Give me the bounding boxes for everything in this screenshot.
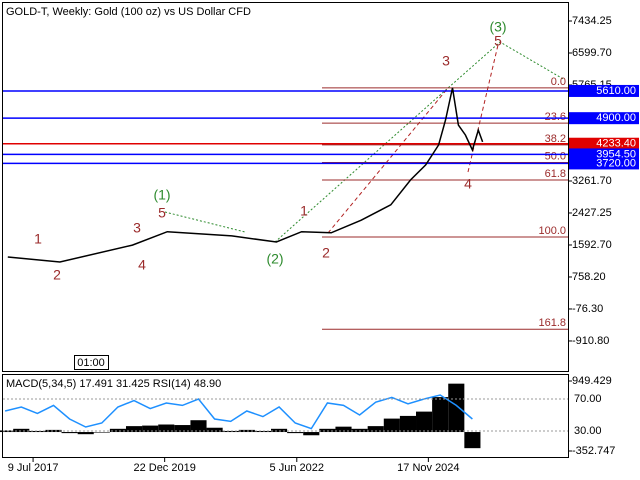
- level-tag: [569, 137, 639, 150]
- fib-label: 100.0: [538, 225, 566, 237]
- y-tick-label: 2427.25: [572, 207, 612, 219]
- macd-bar: [222, 430, 239, 433]
- y-tick-label: 70.00: [574, 393, 602, 405]
- y2-tick-label: -352.747: [572, 445, 615, 457]
- fib-label: 50.0: [545, 150, 566, 162]
- level-label: 4233.40: [596, 138, 636, 150]
- macd-bar: [29, 430, 46, 433]
- wave-label: (2): [266, 251, 283, 267]
- x-tick-label: 9 Jul 2017: [8, 462, 59, 474]
- macd-bar: [45, 429, 62, 433]
- macd-bar: [399, 415, 417, 433]
- chart-title: GOLD-T, Weekly: Gold (100 oz) vs US Doll…: [6, 6, 251, 18]
- fib-label: 161.8: [538, 317, 566, 329]
- wave-label: 2: [53, 267, 61, 283]
- plot-layer: 0.0 23.6 38.2 50.0 61.8 100.0 161.8: [0, 76, 568, 449]
- wave-label: 5: [158, 205, 166, 221]
- y-tick-label: 30.00: [574, 425, 602, 437]
- macd-bar: [142, 425, 159, 433]
- y-tick-label: 1592.70: [572, 239, 612, 251]
- macd-bar: [367, 426, 384, 433]
- macd-bar: [432, 397, 449, 433]
- wave-label: 1: [300, 203, 308, 219]
- macd-bar: [416, 411, 433, 433]
- fib-label: 0.0: [551, 76, 566, 88]
- y-tick-label: -76.30: [572, 303, 603, 315]
- sub-title: MACD(5,34,5) 17.491 31.425 RSI(14) 48.90: [6, 378, 221, 390]
- macd-bar: [61, 432, 78, 434]
- rsi-line: [4, 394, 473, 430]
- macd-bar: [93, 432, 110, 433]
- macd-bar: [383, 418, 400, 433]
- macd-bar: [238, 429, 255, 433]
- macd-bar: [287, 432, 304, 434]
- time-label: 01:00: [77, 357, 105, 369]
- macd-bar: [448, 383, 465, 433]
- time-box: [74, 355, 109, 370]
- fib-label: 38.2: [545, 133, 566, 145]
- macd-bar: [77, 432, 94, 435]
- sub-frame: [2, 374, 569, 458]
- macd-bar: [13, 428, 30, 433]
- wave-line: [467, 44, 499, 173]
- wave-line: [327, 87, 449, 234]
- y-tick-label: 7434.25: [572, 15, 612, 27]
- wave-label: (3): [489, 19, 506, 35]
- macd-bar: [0, 430, 14, 433]
- level-label: 4900.00: [596, 112, 636, 124]
- macd-bar: [351, 428, 368, 433]
- fib-label: 23.6: [545, 111, 566, 123]
- level-label: 3954.50: [596, 148, 636, 160]
- x-tick-label: 17 Nov 2024: [397, 462, 459, 474]
- y-tick-label: -910.80: [572, 335, 609, 347]
- macd-bar: [174, 425, 191, 433]
- macd-bar: [206, 427, 223, 433]
- wave-line: [164, 211, 246, 233]
- wave-label: 2: [322, 245, 330, 261]
- level-label: 3720.00: [596, 157, 636, 169]
- wave-label: 4: [138, 257, 146, 273]
- level-label: 5610.00: [596, 85, 636, 97]
- level-tag: [569, 84, 639, 97]
- y-tick-label: 6599.70: [572, 47, 612, 59]
- main-frame: [2, 2, 569, 372]
- macd-bar: [125, 426, 143, 433]
- wave-label: 3: [442, 53, 450, 69]
- macd-bar: [303, 432, 320, 436]
- wave-label: 1: [34, 231, 42, 247]
- y-tick-label: 3261.70: [572, 175, 612, 187]
- macd-bar: [270, 428, 288, 433]
- fib-label: 61.8: [545, 168, 566, 180]
- level-tag: [569, 157, 639, 170]
- macd-bar: [319, 428, 336, 433]
- wave-label: 4: [464, 176, 472, 192]
- macd-bar: [254, 430, 271, 433]
- y-tick-label: 758.20: [572, 271, 606, 283]
- macd-bar: [158, 424, 175, 433]
- wave-label: 3: [133, 220, 141, 236]
- x-tick-label: 22 Dec 2019: [133, 462, 195, 474]
- macd-bar: [190, 420, 207, 433]
- macd-bar: [464, 432, 481, 449]
- level-tag: [569, 112, 639, 125]
- macd-bar: [109, 428, 126, 433]
- macd-bar: [335, 426, 352, 433]
- wave-label: (1): [153, 187, 170, 203]
- y2-tick-label: 949.429: [572, 375, 612, 387]
- x-tick-label: 5 Jun 2022: [270, 462, 324, 474]
- price-line: [7, 87, 484, 263]
- wave-label: 5: [494, 33, 502, 49]
